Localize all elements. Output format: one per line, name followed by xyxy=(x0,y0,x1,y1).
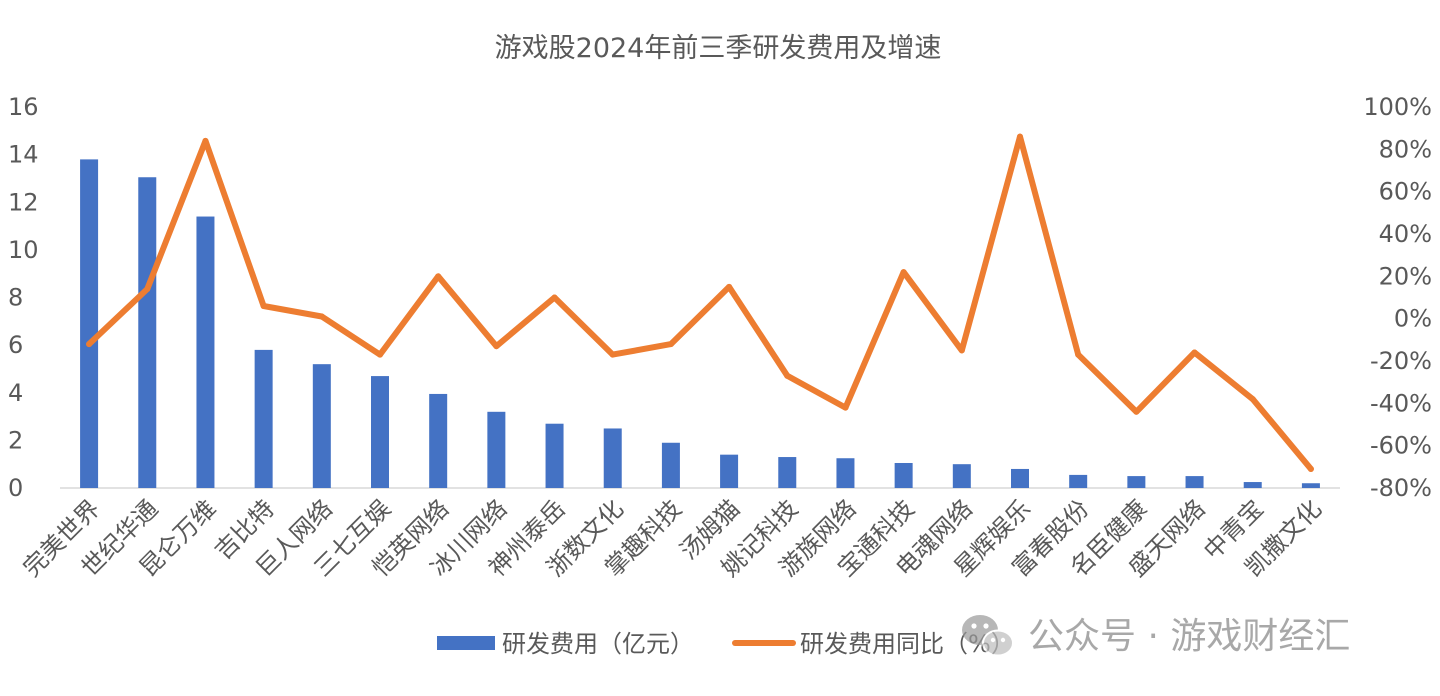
line-point-19 xyxy=(1133,408,1140,415)
bar-11 xyxy=(661,442,680,488)
line-point-5 xyxy=(318,313,325,320)
bar-8 xyxy=(487,411,506,488)
bar-7 xyxy=(429,393,448,488)
legend: 研发费用（亿元） 研发费用同比（%） xyxy=(437,630,1015,658)
line-point-14 xyxy=(842,404,849,411)
line-point-10 xyxy=(609,351,616,358)
bar-10 xyxy=(603,428,622,488)
line-point-6 xyxy=(377,351,383,358)
right-tick-label: 60% xyxy=(1379,178,1432,206)
line-point-7 xyxy=(435,273,442,280)
watermark: 公众号 · 游戏财经汇 xyxy=(962,615,1350,657)
line-series xyxy=(86,133,1314,472)
bar-5 xyxy=(312,364,331,488)
right-tick-label: -40% xyxy=(1370,389,1432,417)
left-tick-label: 0 xyxy=(8,474,23,502)
line-point-3 xyxy=(202,137,209,144)
line-point-4 xyxy=(260,302,267,309)
bar-16 xyxy=(952,464,971,488)
left-tick-label: 16 xyxy=(8,93,39,121)
line-point-13 xyxy=(784,372,791,379)
bar-17 xyxy=(1011,468,1029,488)
left-tick-label: 6 xyxy=(8,331,23,359)
chart-title: 游戏股2024年前三季研发费用及增速 xyxy=(495,33,942,64)
bar-2 xyxy=(138,177,157,488)
bar-18 xyxy=(1069,474,1088,488)
wechat-icon xyxy=(962,615,1014,657)
right-tick-label: 100% xyxy=(1363,93,1432,121)
line-point-18 xyxy=(1075,351,1082,358)
category-labels: 完美世界世纪华通昆仑万维吉比特巨人网络三七互娱恺英网络冰川网络神州泰岳浙数文化掌… xyxy=(18,494,1327,582)
right-axis-ticks: -80% -60% -40% -20% 0% 20% 40% 60% 80% 100% xyxy=(1363,93,1432,502)
right-tick-label: 40% xyxy=(1379,220,1432,248)
line-point-21 xyxy=(1249,396,1256,403)
left-tick-label: 12 xyxy=(8,188,39,216)
line-path xyxy=(86,133,1314,472)
left-tick-label: 4 xyxy=(8,379,23,407)
bar-4 xyxy=(254,349,273,488)
line-point-8 xyxy=(493,343,500,350)
line-point-22 xyxy=(1307,465,1314,472)
bar-3 xyxy=(196,216,215,488)
bar-21 xyxy=(1243,482,1262,488)
line-point-12 xyxy=(726,283,733,290)
bar-6 xyxy=(371,376,389,488)
legend-label-bar: 研发费用（亿元） xyxy=(502,630,694,658)
legend-swatch-bar xyxy=(437,636,495,650)
left-tick-label: 2 xyxy=(8,426,23,454)
bar-20 xyxy=(1185,476,1204,488)
bar-22 xyxy=(1301,483,1320,488)
right-tick-label: -80% xyxy=(1370,474,1432,502)
line-point-17 xyxy=(1017,133,1023,140)
watermark-text: 公众号 · 游戏财经汇 xyxy=(1028,616,1350,657)
line-point-20 xyxy=(1191,349,1198,356)
bar-12 xyxy=(720,454,739,488)
left-axis-ticks: 0 2 4 6 8 10 12 14 16 xyxy=(8,93,39,502)
bar-14 xyxy=(836,458,855,488)
bar-9 xyxy=(545,423,564,488)
bar-1 xyxy=(80,159,99,488)
bar-13 xyxy=(778,457,797,488)
line-point-16 xyxy=(958,347,965,354)
bar-series xyxy=(80,159,1320,488)
right-tick-label: 0% xyxy=(1394,305,1432,333)
right-tick-label: 20% xyxy=(1379,262,1432,290)
line-point-1 xyxy=(86,341,93,348)
left-tick-label: 8 xyxy=(8,284,23,312)
line-point-2 xyxy=(144,286,151,293)
right-tick-label: -20% xyxy=(1370,347,1432,375)
bar-15 xyxy=(894,462,913,488)
right-tick-label: -60% xyxy=(1370,432,1432,460)
left-tick-label: 14 xyxy=(8,141,39,169)
line-point-9 xyxy=(551,294,558,301)
bar-19 xyxy=(1127,476,1146,488)
line-point-15 xyxy=(900,269,907,276)
line-point-11 xyxy=(667,341,674,348)
right-tick-label: 80% xyxy=(1379,135,1432,163)
left-tick-label: 10 xyxy=(8,236,39,264)
